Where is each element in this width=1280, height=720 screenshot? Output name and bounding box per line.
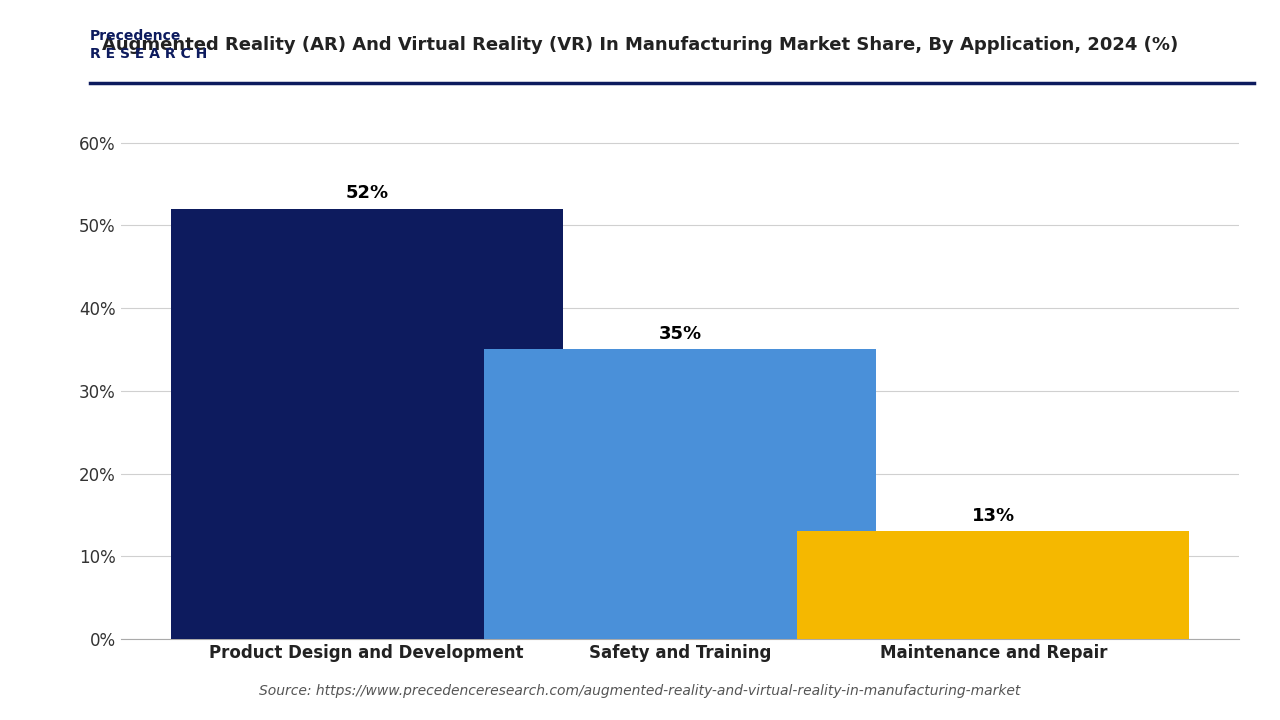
Text: Augmented Reality (AR) And Virtual Reality (VR) In Manufacturing Market Share, B: Augmented Reality (AR) And Virtual Reali…: [102, 36, 1178, 54]
Text: 35%: 35%: [658, 325, 701, 343]
Text: 13%: 13%: [972, 507, 1015, 525]
Bar: [484, 349, 876, 639]
Text: 52%: 52%: [346, 184, 388, 202]
Bar: [172, 209, 562, 639]
Text: Source: https://www.precedenceresearch.com/augmented-reality-and-virtual-reality: Source: https://www.precedenceresearch.c…: [260, 685, 1020, 698]
Bar: [797, 531, 1189, 639]
Text: Precedence
R E S E A R C H: Precedence R E S E A R C H: [90, 29, 207, 61]
